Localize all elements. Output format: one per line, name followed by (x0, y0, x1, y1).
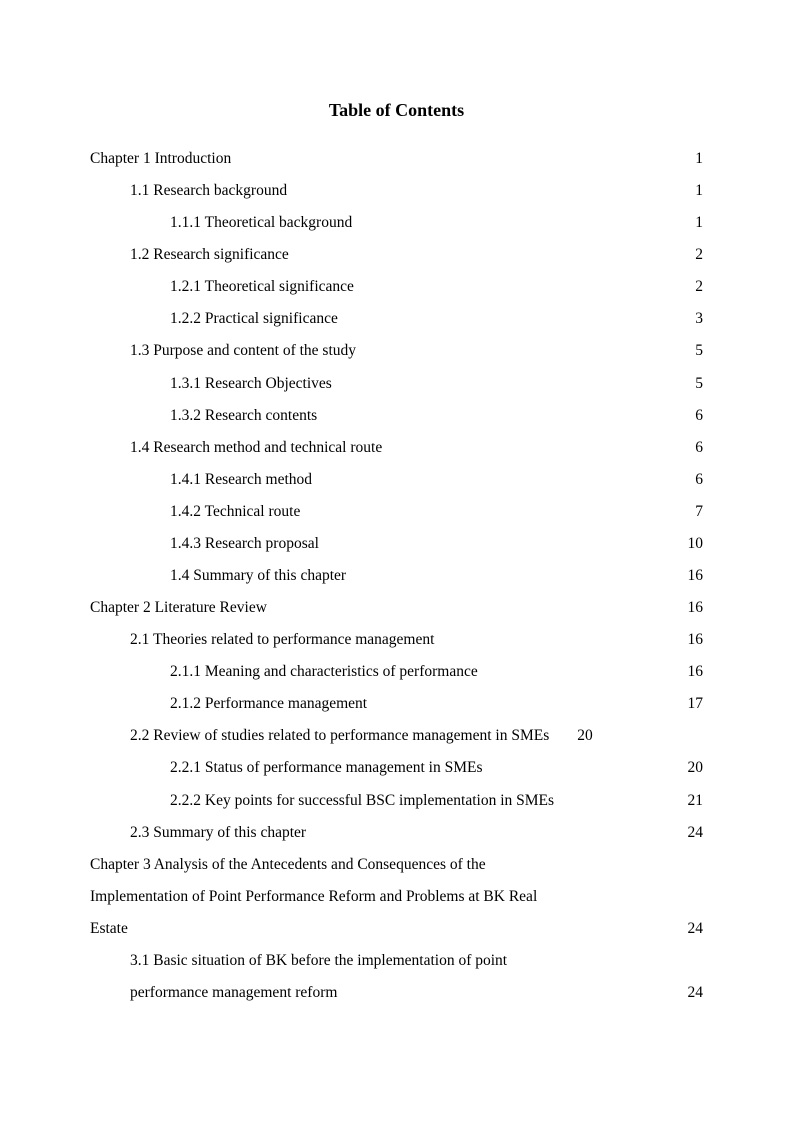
toc-entry-page: 1 (695, 143, 703, 175)
toc-entry-page: 3 (695, 303, 703, 335)
toc-entry: 1.2.1 Theoretical significance 2 (90, 271, 703, 303)
toc-entry: 1.1 Research background 1 (90, 175, 703, 207)
toc-entry: 2.2.2 Key points for successful BSC impl… (90, 785, 703, 817)
toc-entry-label: 2.2.1 Status of performance management i… (170, 752, 483, 784)
toc-entry-label: 2.1.1 Meaning and characteristics of per… (170, 656, 478, 688)
toc-entry-label: 2.2.2 Key points for successful BSC impl… (170, 785, 554, 817)
toc-entry-label: 1.3.1 Research Objectives (170, 368, 332, 400)
toc-entry-label: Chapter 3 Analysis of the Antecedents an… (90, 849, 703, 881)
toc-entry-page: 21 (688, 785, 704, 817)
toc-entry: 2.2 Review of studies related to perform… (90, 720, 703, 752)
toc-entry-label: 3.1 Basic situation of BK before the imp… (130, 945, 703, 977)
toc-entry-page: 20 (577, 720, 593, 752)
toc-entry-page: 10 (688, 528, 704, 560)
toc-entry-page: 1 (695, 207, 703, 239)
toc-entry: 1.4.3 Research proposal 10 (90, 528, 703, 560)
toc-entry-page: 5 (695, 335, 703, 367)
toc-entry-page: 24 (688, 817, 704, 849)
toc-entry-label: 1.3 Purpose and content of the study (130, 335, 356, 367)
toc-entry: 1.2.2 Practical significance 3 (90, 303, 703, 335)
toc-entry-label: 1.2.2 Practical significance (170, 303, 338, 335)
toc-entry-page: 20 (688, 752, 704, 784)
page: Table of Contents Chapter 1 Introduction… (0, 0, 793, 1089)
toc-entry-label: 2.1.2 Performance management (170, 688, 367, 720)
toc-entry: 2.1.1 Meaning and characteristics of per… (90, 656, 703, 688)
toc-entry: 2.1 Theories related to performance mana… (90, 624, 703, 656)
toc-entry-multiline: 3.1 Basic situation of BK before the imp… (90, 945, 703, 1009)
toc-entry-label: 1.4 Summary of this chapter (170, 560, 346, 592)
toc-entry-page: 2 (695, 239, 703, 271)
toc-entry-label: 2.1 Theories related to performance mana… (130, 624, 434, 656)
toc-entry: 1.4 Summary of this chapter 16 (90, 560, 703, 592)
toc-entry: 2.3 Summary of this chapter 24 (90, 817, 703, 849)
toc-entry: 1.3.2 Research contents 6 (90, 400, 703, 432)
toc-entry-page: 16 (688, 560, 704, 592)
toc-entry-multiline: Chapter 3 Analysis of the Antecedents an… (90, 849, 703, 945)
toc-entry-page: 1 (695, 175, 703, 207)
toc-entry-label: Implementation of Point Performance Refo… (90, 881, 703, 913)
toc-entry-label: 1.3.2 Research contents (170, 400, 317, 432)
toc-entry: 2.2.1 Status of performance management i… (90, 752, 703, 784)
toc-entry: 1.1.1 Theoretical background 1 (90, 207, 703, 239)
toc-entry-label: 2.2 Review of studies related to perform… (130, 720, 549, 752)
toc-entry-label: Chapter 2 Literature Review (90, 592, 267, 624)
toc-entry: 1.4.2 Technical route 7 (90, 496, 703, 528)
toc-entry-page: 6 (695, 400, 703, 432)
toc-entry-page: 6 (695, 464, 703, 496)
toc-list: Chapter 1 Introduction 11.1 Research bac… (90, 143, 703, 1009)
toc-entry-label: Estate (90, 913, 128, 945)
toc-entry-page: 6 (695, 432, 703, 464)
toc-entry: 1.2 Research significance 2 (90, 239, 703, 271)
toc-entry-label: 1.2 Research significance (130, 239, 289, 271)
toc-entry-label: 1.1 Research background (130, 175, 287, 207)
toc-entry: 1.3.1 Research Objectives 5 (90, 368, 703, 400)
toc-entry-label: 1.4.2 Technical route (170, 496, 300, 528)
toc-entry-page: 2 (695, 271, 703, 303)
toc-entry-page: 16 (688, 592, 704, 624)
toc-title: Table of Contents (90, 100, 703, 121)
toc-entry-page: 16 (688, 624, 704, 656)
toc-entry: 1.3 Purpose and content of the study 5 (90, 335, 703, 367)
toc-entry-page: 24 (688, 977, 704, 1009)
toc-entry-page: 17 (688, 688, 704, 720)
toc-entry-label: 1.1.1 Theoretical background (170, 207, 352, 239)
toc-entry-page: 16 (688, 656, 704, 688)
toc-entry: Chapter 2 Literature Review 16 (90, 592, 703, 624)
toc-entry: 2.1.2 Performance management 17 (90, 688, 703, 720)
toc-entry: Chapter 1 Introduction 1 (90, 143, 703, 175)
toc-entry-label: 1.4.1 Research method (170, 464, 312, 496)
toc-entry-label: performance management reform (130, 977, 337, 1009)
toc-entry-label: 2.3 Summary of this chapter (130, 817, 306, 849)
toc-entry-page: 7 (695, 496, 703, 528)
toc-entry: 1.4 Research method and technical route … (90, 432, 703, 464)
toc-entry-label: 1.2.1 Theoretical significance (170, 271, 354, 303)
toc-entry-page: 5 (695, 368, 703, 400)
toc-entry-label: Chapter 1 Introduction (90, 143, 231, 175)
toc-entry-label: 1.4 Research method and technical route (130, 432, 382, 464)
toc-entry: 1.4.1 Research method 6 (90, 464, 703, 496)
toc-entry-page: 24 (688, 913, 704, 945)
toc-entry-label: 1.4.3 Research proposal (170, 528, 319, 560)
